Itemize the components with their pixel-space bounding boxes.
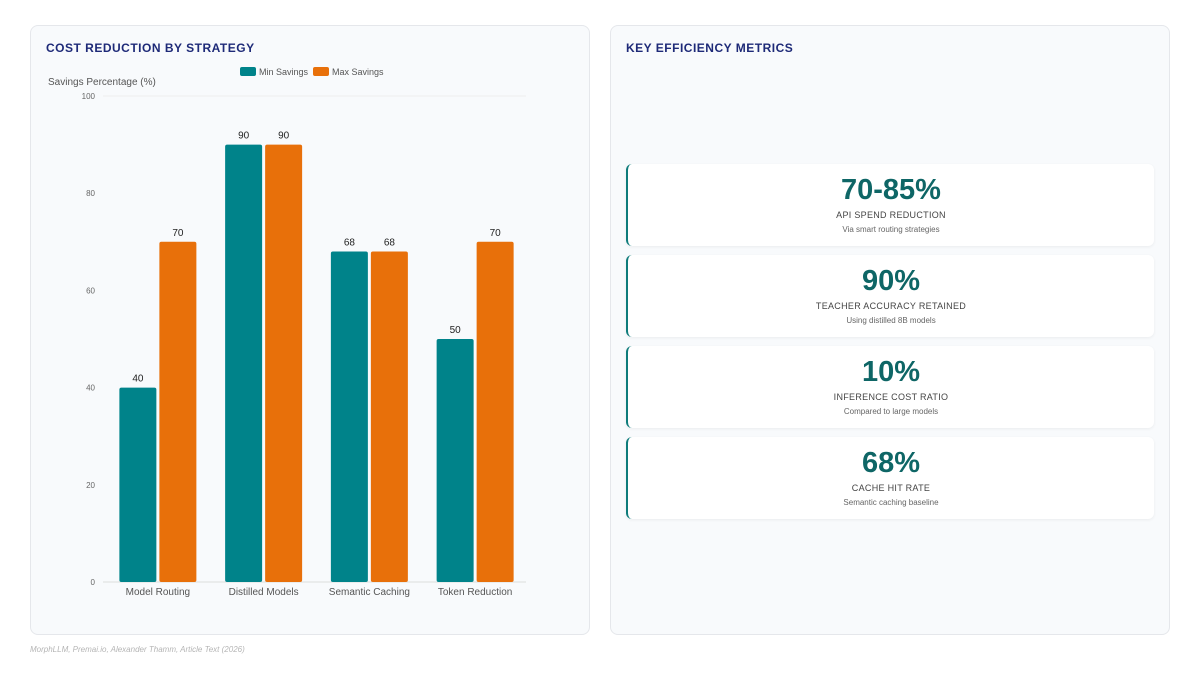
y-tick-label: 60 (86, 286, 95, 295)
bar (265, 144, 303, 582)
x-tick-label: Distilled Models (229, 587, 299, 598)
x-tick-label: Semantic Caching (329, 587, 410, 598)
legend-swatch (313, 67, 329, 76)
metric-value: 68% (861, 447, 921, 479)
y-tick-label: 0 (91, 578, 96, 587)
metric-card-cache-hit: 68% CACHE HIT RATE Semantic caching base… (626, 437, 1154, 519)
data-label: 68 (384, 238, 396, 249)
x-tick-label: Token Reduction (438, 587, 513, 598)
y-tick-label: 80 (86, 189, 95, 198)
legend-swatch (240, 67, 256, 76)
metric-subtext: Using distilled 8B models (846, 316, 936, 325)
metric-card-inference-cost: 10% INFERENCE COST RATIO Compared to lar… (626, 346, 1154, 428)
metric-card-api-spend: 70-85% API SPEND REDUCTION Via smart rou… (626, 164, 1154, 246)
data-label: 68 (344, 238, 356, 249)
legend-label: Min Savings (259, 67, 309, 77)
chart-panel-title: COST REDUCTION BY STRATEGY (46, 41, 255, 55)
metric-label: TEACHER ACCURACY RETAINED (815, 301, 967, 311)
data-label: 50 (450, 325, 462, 336)
metric-label: API SPEND REDUCTION (836, 210, 946, 220)
metrics-panel-title: KEY EFFICIENCY METRICS (626, 41, 794, 55)
metric-subtext: Compared to large models (843, 407, 939, 416)
chart-panel: Savings Percentage (%) 0 20 40 60 80 100 Min Sa… (30, 25, 590, 635)
y-tick-label: 100 (82, 92, 96, 101)
data-label: 90 (278, 131, 290, 142)
metric-subtext: Via smart routing strategies (842, 225, 940, 234)
bar (119, 387, 157, 582)
bar (159, 241, 197, 583)
bar (476, 241, 514, 583)
data-label: 40 (132, 374, 144, 385)
metric-label: CACHE HIT RATE (851, 483, 931, 493)
data-label: 70 (172, 228, 184, 239)
source-note: MorphLLM, Premai.io, Alexander Thamm, Ar… (30, 645, 245, 654)
y-axis-label: Savings Percentage (%) (48, 77, 156, 88)
y-tick-label: 20 (86, 481, 95, 490)
metric-label: INFERENCE COST RATIO (833, 392, 949, 402)
metric-value: 70-85% (841, 174, 941, 206)
y-tick-label: 40 (86, 384, 95, 393)
metric-card-teacher-accuracy: 90% TEACHER ACCURACY RETAINED Using dist… (626, 255, 1154, 337)
bar (225, 144, 263, 582)
data-label: 70 (490, 228, 502, 239)
metric-value: 90% (861, 265, 921, 297)
metric-value: 10% (861, 356, 921, 388)
bar-chart: Savings Percentage (%) 0 20 40 60 80 100 Min Sa… (48, 67, 526, 598)
data-label: 90 (238, 131, 250, 142)
metric-subtext: Semantic caching baseline (843, 498, 939, 507)
bar (436, 339, 474, 582)
legend-label: Max Savings (332, 67, 384, 77)
bar (370, 251, 408, 582)
x-tick-label: Model Routing (126, 587, 190, 598)
metrics-panel: KEY EFFICIENCY METRICS 70-85% API SPEND … (610, 25, 1170, 635)
bar (330, 251, 368, 582)
